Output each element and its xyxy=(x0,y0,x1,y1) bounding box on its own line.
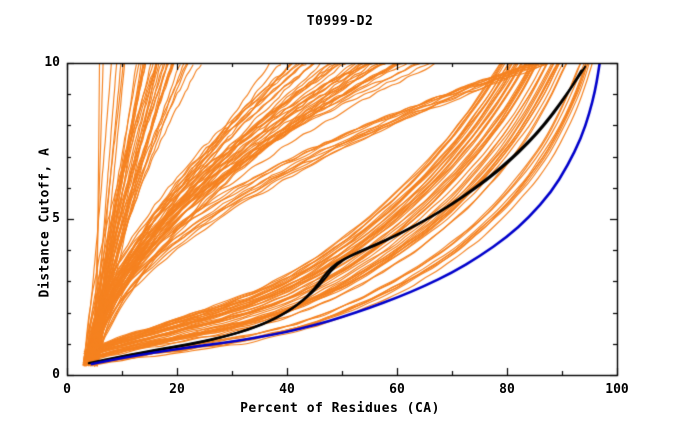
x-tick-label: 100 xyxy=(605,382,629,397)
page-title: T0999-D2 xyxy=(306,14,374,29)
y-tick-label: 0 xyxy=(52,367,60,382)
x-tick-label: 0 xyxy=(63,382,71,397)
x-tick-label: 20 xyxy=(169,382,185,397)
y-tick-label: 5 xyxy=(52,211,60,226)
x-tick-label: 40 xyxy=(279,382,295,397)
x-axis-label: Percent of Residues (CA) xyxy=(240,401,440,416)
x-tick-label: 60 xyxy=(389,382,405,397)
x-tick-label: 80 xyxy=(499,382,515,397)
y-tick-label: 10 xyxy=(44,55,60,70)
